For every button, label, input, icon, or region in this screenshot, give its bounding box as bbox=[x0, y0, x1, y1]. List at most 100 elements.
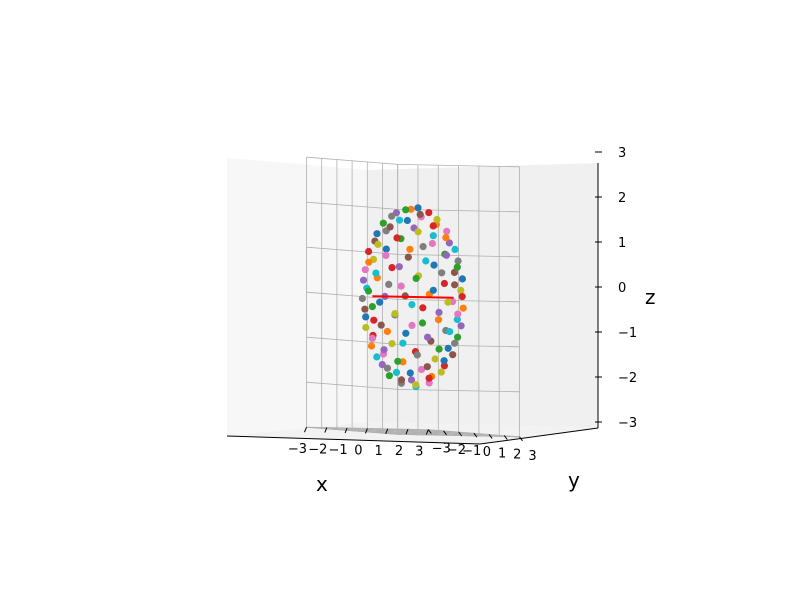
grid-line-floor-x bbox=[387, 428, 479, 437]
x-tick-label: 0 bbox=[354, 443, 362, 458]
scatter-point bbox=[442, 251, 451, 259]
scatter-point bbox=[443, 227, 451, 235]
scatter-point bbox=[451, 281, 459, 289]
scatter-point bbox=[391, 310, 399, 318]
scatter-point bbox=[368, 303, 376, 311]
x-tick-mark bbox=[405, 429, 409, 435]
x-tick-label: −3 bbox=[288, 442, 307, 457]
scatter-point bbox=[402, 206, 410, 214]
scatter-point bbox=[382, 245, 390, 253]
scatter-point bbox=[399, 339, 407, 347]
scatter-point bbox=[418, 319, 427, 327]
scatter-point bbox=[424, 333, 432, 341]
y-tick-label: −2 bbox=[447, 443, 466, 458]
x-tick-label: −1 bbox=[329, 443, 348, 458]
scatter-point bbox=[414, 228, 422, 236]
scatter-point bbox=[361, 305, 369, 313]
scatter-point bbox=[376, 298, 384, 306]
scatter-point bbox=[388, 212, 396, 220]
y-tick-mark bbox=[473, 432, 478, 438]
scatter-point bbox=[425, 374, 433, 382]
scatter-point bbox=[373, 353, 381, 361]
y-tick-label: 1 bbox=[498, 446, 506, 461]
scatter-point bbox=[377, 321, 385, 329]
scatter-point bbox=[393, 234, 401, 242]
scatter-point bbox=[423, 363, 431, 371]
z-tick-label: 0 bbox=[618, 281, 626, 296]
x-tick-mark bbox=[324, 427, 328, 433]
grid-line-floor-x bbox=[407, 428, 500, 437]
scatter-point bbox=[429, 286, 437, 294]
right-pane bbox=[368, 163, 598, 428]
scatter-point bbox=[365, 247, 373, 256]
scatter-point bbox=[435, 345, 443, 353]
scatter-point bbox=[373, 230, 381, 238]
scatter-point bbox=[362, 313, 370, 321]
x-tick-label: 3 bbox=[415, 445, 423, 460]
scatter-point bbox=[383, 327, 391, 336]
scatter-point bbox=[372, 269, 380, 277]
scatter-point bbox=[406, 245, 414, 253]
scatter-point bbox=[362, 323, 370, 332]
scatter-point bbox=[367, 342, 376, 350]
scatter-point bbox=[454, 310, 462, 318]
scatter-point bbox=[453, 263, 461, 271]
scatter-point bbox=[402, 329, 410, 337]
scatter-point bbox=[425, 209, 433, 217]
scatter-point bbox=[444, 298, 452, 306]
scatter-point bbox=[437, 368, 445, 376]
scatter-point bbox=[359, 276, 368, 284]
y-axis-line bbox=[479, 427, 599, 445]
scatter-point bbox=[406, 369, 414, 377]
scatter-point bbox=[378, 361, 386, 369]
scatter-point bbox=[382, 251, 390, 259]
scatter-point bbox=[379, 219, 387, 227]
scatter-point bbox=[403, 216, 411, 225]
x-tick-labels: −3 −2 −1 0 1 2 3 bbox=[288, 427, 429, 460]
z-tick-labels: −3 −2 −1 0 1 2 3 bbox=[595, 146, 637, 431]
scatter-point bbox=[429, 222, 437, 230]
x-axis-label: x bbox=[316, 472, 328, 496]
z-tick-label: −1 bbox=[618, 326, 637, 341]
grid-line-floor-x bbox=[347, 427, 439, 436]
y-tick-mark bbox=[503, 435, 508, 440]
scatter-point bbox=[392, 368, 401, 376]
scatter-point bbox=[388, 264, 396, 272]
scatter-point bbox=[453, 315, 461, 324]
z-tick-label: 2 bbox=[618, 191, 626, 206]
scatter-point bbox=[388, 340, 396, 348]
scatter-point bbox=[416, 210, 424, 218]
scatter-point bbox=[434, 316, 443, 324]
scatter-point bbox=[358, 294, 366, 303]
red-line-segment bbox=[372, 295, 454, 299]
scatter-point bbox=[408, 321, 416, 329]
scatter-point bbox=[457, 286, 465, 294]
scatter-point bbox=[440, 357, 448, 365]
scatter-point bbox=[445, 239, 453, 247]
scatter-point bbox=[454, 257, 462, 265]
scatter-point bbox=[429, 232, 437, 240]
scatter-point bbox=[444, 344, 452, 352]
y-tick-label: 3 bbox=[528, 449, 536, 464]
scatter-point bbox=[433, 215, 441, 224]
scatter-point bbox=[385, 280, 393, 288]
scatter-point bbox=[397, 282, 405, 290]
scatter-point bbox=[454, 333, 462, 341]
x-tick-label: −2 bbox=[308, 443, 327, 458]
y-tick-label: −3 bbox=[432, 442, 451, 457]
scatter-point bbox=[414, 204, 422, 212]
y-tick-mark bbox=[443, 430, 447, 436]
scatter-point bbox=[419, 243, 427, 251]
scatter-point bbox=[394, 357, 402, 365]
scatter-point bbox=[417, 365, 426, 374]
scatter-point bbox=[457, 322, 465, 330]
scatter-point bbox=[412, 274, 420, 282]
scatter-point bbox=[458, 275, 466, 283]
scatter-point bbox=[422, 257, 430, 265]
scatter-point bbox=[442, 234, 450, 242]
scatter-point bbox=[430, 261, 438, 269]
scatter-points bbox=[358, 204, 467, 391]
grid-line-floor-x bbox=[326, 427, 419, 436]
y-tick-labels: −3−2−1 0 1 2 3 bbox=[427, 429, 537, 464]
x-tick-mark bbox=[385, 428, 389, 434]
